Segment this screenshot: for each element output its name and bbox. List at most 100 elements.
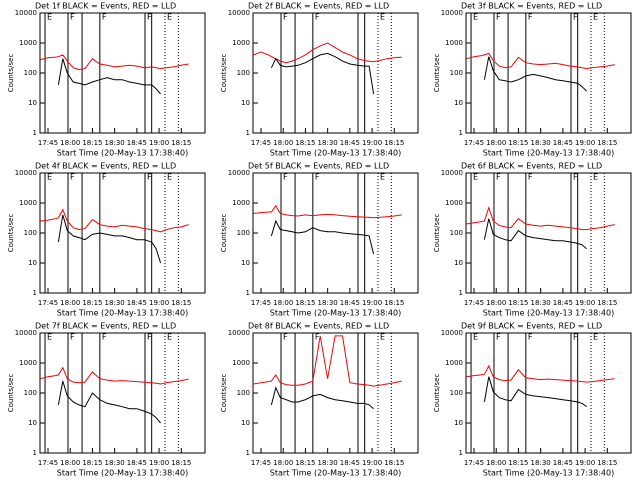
data-line — [40, 366, 189, 385]
marker-label: F — [70, 173, 75, 182]
y-tick-label: 10 — [241, 259, 250, 267]
x-tick-label: 17:45 — [251, 459, 271, 467]
x-axis-label: Start Time (20-May-13 17:38:40) — [270, 149, 401, 158]
marker-label: F — [496, 333, 501, 342]
x-axis-label: Start Time (20-May-13 17:38:40) — [57, 309, 188, 318]
marker-label: E — [473, 333, 478, 342]
y-axis-label: Counts/sec — [220, 214, 228, 253]
x-tick-label: 18:45 — [127, 139, 147, 147]
y-tick-label: 1000 — [445, 39, 463, 47]
x-tick-label: 18:15 — [82, 299, 102, 307]
x-tick-label: 18:30 — [531, 139, 551, 147]
y-tick-label: 10 — [454, 259, 463, 267]
marker-label: F — [102, 13, 107, 22]
chart-title: Det 3f BLACK = Events, RED = LLD — [461, 2, 602, 11]
data-line — [270, 52, 375, 95]
x-tick-label: 18:15 — [295, 299, 315, 307]
x-axis-label: Start Time (20-May-13 17:38:40) — [483, 469, 614, 478]
marker-label: F — [573, 333, 578, 342]
x-tick-label: 18:15 — [384, 459, 404, 467]
x-tick-label: 19:00 — [149, 139, 169, 147]
marker-label: E — [593, 13, 598, 22]
x-tick-label: 18:30 — [531, 299, 551, 307]
y-tick-label: 1 — [33, 129, 37, 137]
marker-label: E — [167, 13, 172, 22]
y-axis-label: Counts/sec — [433, 54, 441, 93]
x-tick-label: 18:00 — [60, 299, 80, 307]
panel: Det 3f BLACK = Events, RED = LLD Counts/s… — [433, 2, 632, 158]
y-tick-label: 10 — [28, 419, 37, 427]
data-line — [466, 206, 615, 231]
y-tick-label: 100 — [450, 389, 463, 397]
x-tick-label: 18:00 — [486, 139, 506, 147]
marker-label: F — [496, 13, 501, 22]
marker-label: F — [147, 173, 152, 182]
y-tick-label: 1 — [33, 449, 37, 457]
x-tick-label: 18:15 — [597, 139, 617, 147]
x-axis-label: Start Time (20-May-13 17:38:40) — [270, 469, 401, 478]
marker-label: E — [167, 333, 172, 342]
marker-label: E — [380, 173, 385, 182]
y-tick-label: 1000 — [232, 39, 250, 47]
marker-label: E — [473, 173, 478, 182]
y-tick-label: 1000 — [445, 359, 463, 367]
plot-frame — [252, 12, 419, 134]
x-tick-label: 18:30 — [531, 459, 551, 467]
x-tick-label: 19:00 — [362, 459, 382, 467]
x-tick-label: 18:45 — [340, 299, 360, 307]
marker-label: F — [70, 333, 75, 342]
marker-label: F — [573, 13, 578, 22]
x-tick-label: 19:00 — [149, 299, 169, 307]
y-tick-label: 1 — [459, 129, 463, 137]
y-tick-label: 10 — [454, 99, 463, 107]
x-tick-label: 18:45 — [553, 139, 573, 147]
y-tick-label: 100 — [237, 69, 250, 77]
data-line — [40, 54, 189, 71]
x-tick-label: 19:00 — [149, 459, 169, 467]
y-tick-label: 10000 — [15, 169, 37, 177]
marker-label: F — [102, 333, 107, 342]
plot-frame — [465, 332, 632, 454]
x-tick-label: 18:15 — [597, 459, 617, 467]
x-tick-label: 18:45 — [340, 139, 360, 147]
x-tick-label: 18:15 — [384, 139, 404, 147]
marker-label: F — [283, 173, 288, 182]
y-tick-label: 100 — [237, 229, 250, 237]
x-tick-label: 18:45 — [127, 299, 147, 307]
y-tick-label: 10 — [28, 99, 37, 107]
plot-frame — [252, 172, 419, 294]
plot-frame — [252, 332, 419, 454]
marker-label: E — [380, 13, 385, 22]
plot-frame — [465, 12, 632, 134]
marker-label: E — [380, 333, 385, 342]
y-tick-label: 10000 — [441, 169, 463, 177]
chart-title: Det 9f BLACK = Events, RED = LLD — [461, 322, 602, 331]
data-line — [270, 219, 375, 255]
y-axis-label: Counts/sec — [220, 54, 228, 93]
y-tick-label: 1000 — [19, 199, 37, 207]
plot-frame — [465, 172, 632, 294]
y-tick-label: 10000 — [228, 329, 250, 337]
y-tick-label: 1 — [33, 289, 37, 297]
x-tick-label: 17:45 — [251, 299, 271, 307]
x-tick-label: 18:00 — [273, 139, 293, 147]
x-tick-label: 19:00 — [362, 139, 382, 147]
panel: Det 9f BLACK = Events, RED = LLD Counts/s… — [433, 322, 632, 478]
x-tick-label: 18:30 — [318, 459, 338, 467]
plot-frame — [39, 172, 206, 294]
x-tick-label: 18:15 — [82, 139, 102, 147]
y-tick-label: 10 — [241, 99, 250, 107]
y-tick-label: 10000 — [441, 9, 463, 17]
data-line — [57, 214, 162, 264]
x-tick-label: 17:45 — [464, 139, 484, 147]
x-axis-label: Start Time (20-May-13 17:38:40) — [483, 149, 614, 158]
marker-label: E — [167, 173, 172, 182]
y-tick-label: 10 — [454, 419, 463, 427]
x-tick-label: 18:30 — [105, 139, 125, 147]
marker-label: F — [283, 13, 288, 22]
data-line — [483, 376, 587, 408]
data-line — [483, 218, 587, 250]
marker-label: F — [573, 173, 578, 182]
y-axis-label: Counts/sec — [220, 374, 228, 413]
